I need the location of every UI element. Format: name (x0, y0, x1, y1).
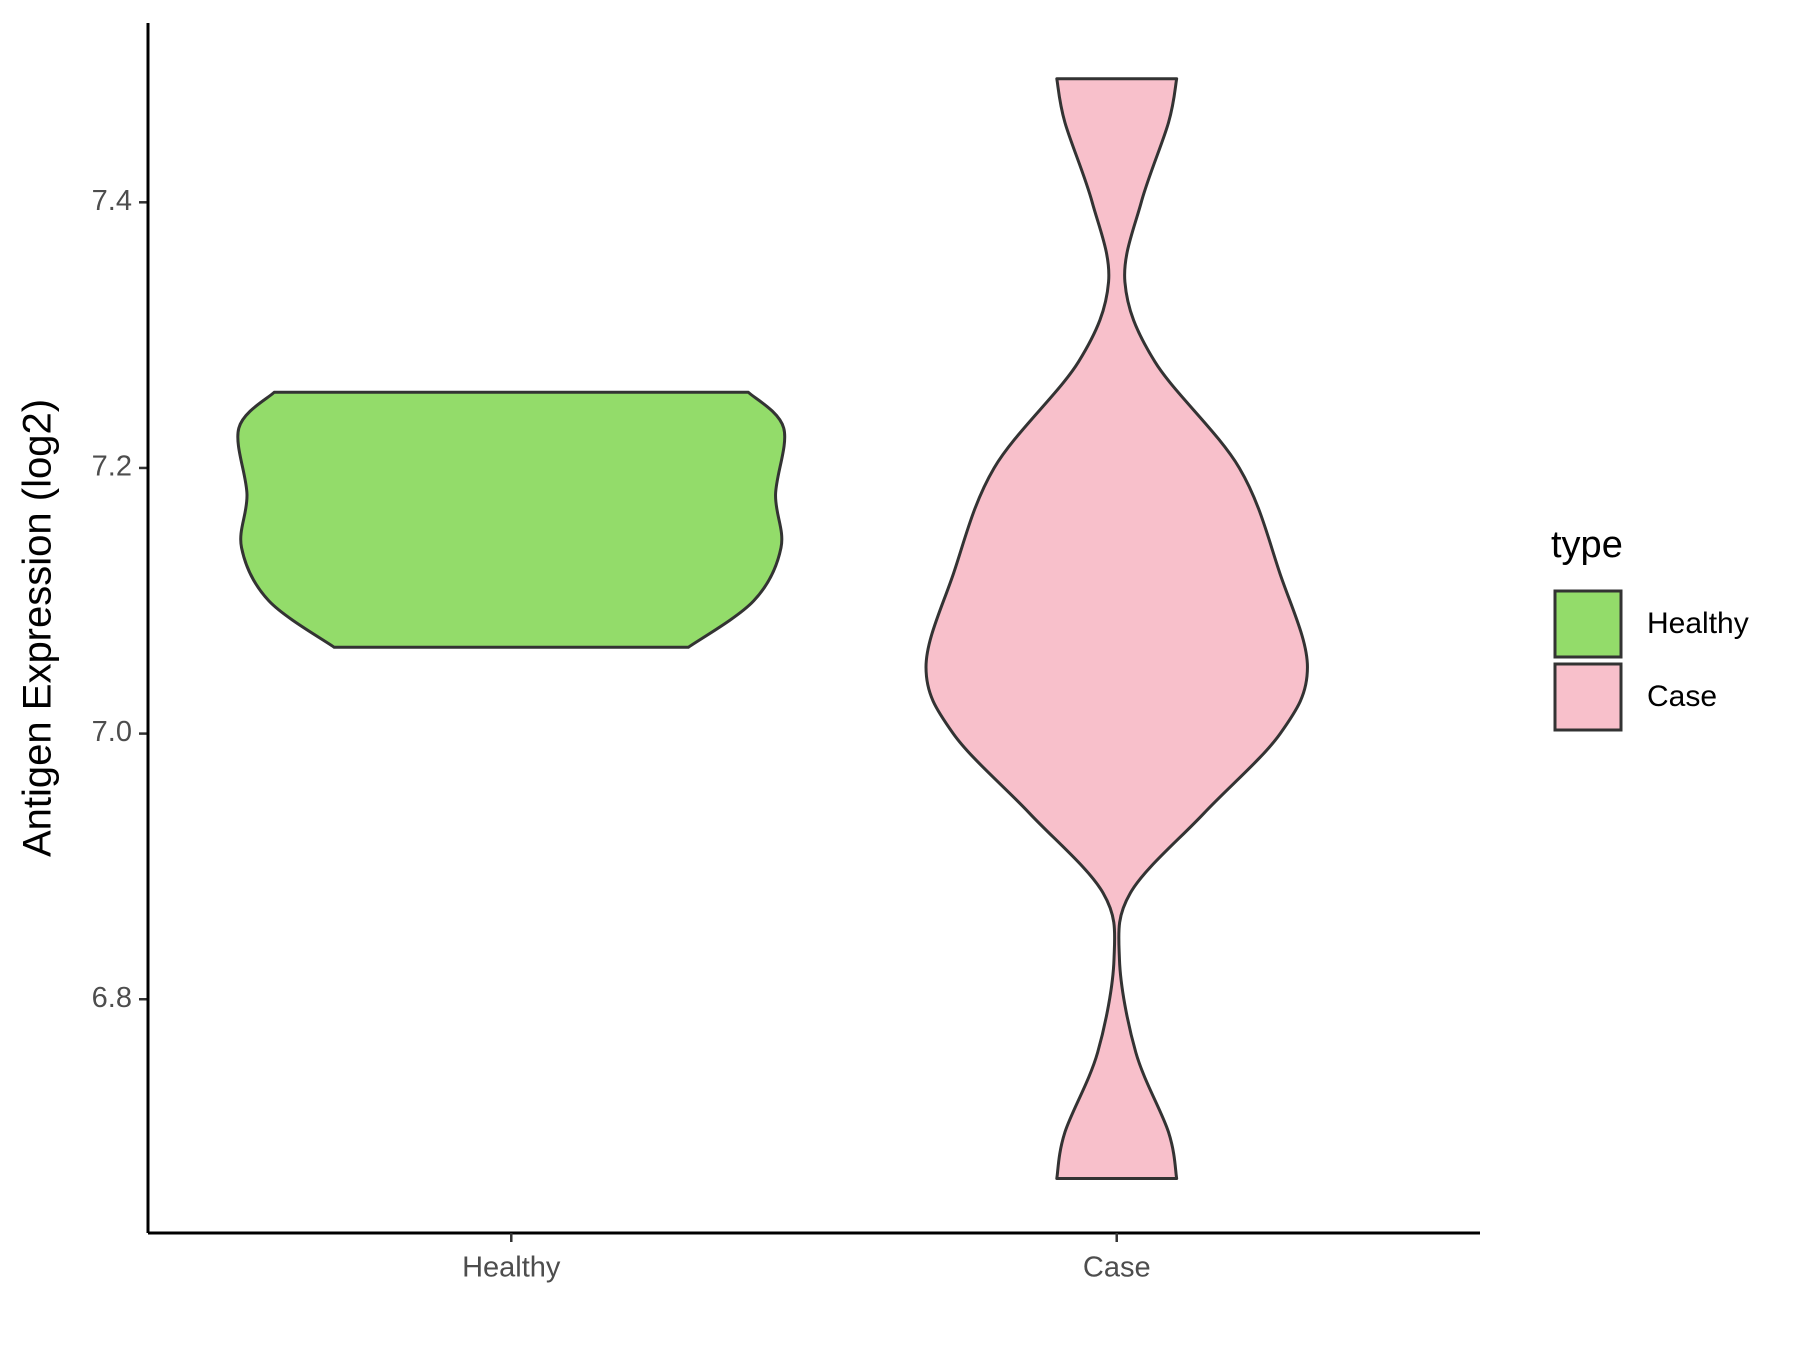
y-tick-label: 6.8 (92, 982, 132, 1014)
legend-label: Healthy (1647, 607, 1749, 640)
legend-key (1553, 589, 1623, 659)
legend-key (1553, 662, 1623, 732)
x-tick-label: Case (1083, 1252, 1151, 1284)
legend-title: type (1551, 524, 1623, 566)
y-tick-label: 7.4 (92, 185, 132, 217)
violin (236, 390, 787, 649)
y-tick-label: 7.2 (92, 451, 132, 483)
y-axis-label: Antigen Expression (log2) (16, 399, 60, 857)
legend-label: Case (1647, 680, 1717, 713)
x-tick-label: Healthy (462, 1252, 561, 1284)
y-tick-label: 7.0 (92, 716, 132, 748)
violin (924, 77, 1309, 1181)
